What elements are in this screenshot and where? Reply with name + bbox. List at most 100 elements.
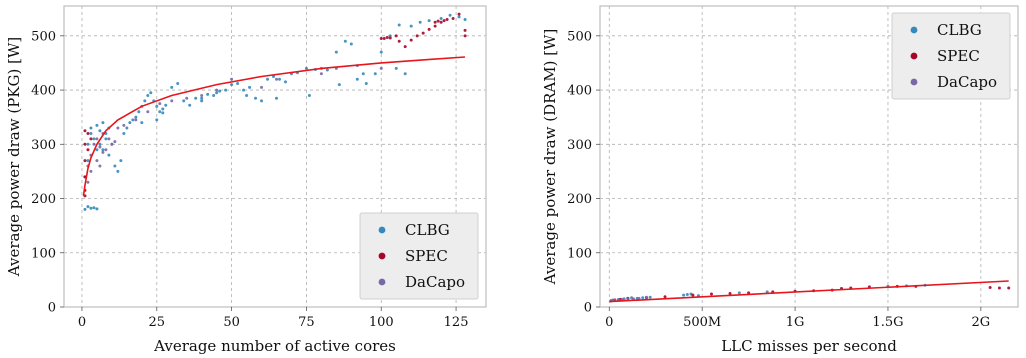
data-point — [388, 34, 392, 38]
data-point — [215, 88, 219, 92]
x-tick-label: 1.5G — [872, 315, 903, 330]
data-point — [442, 19, 446, 23]
data-point — [158, 102, 162, 106]
data-point — [691, 293, 695, 297]
data-point — [463, 34, 467, 38]
x-tick-label: 50 — [223, 315, 240, 330]
data-point — [155, 118, 159, 122]
legend-label-spec: SPEC — [405, 247, 448, 265]
x-tick-label: 500M — [683, 315, 721, 330]
data-point — [122, 131, 126, 135]
legend-label-dacapo: DaCapo — [937, 73, 997, 91]
data-point — [409, 38, 413, 42]
data-point — [89, 137, 93, 141]
data-point — [728, 291, 732, 295]
data-point — [200, 99, 204, 103]
y-tick-label: 100 — [31, 246, 56, 261]
data-point — [86, 205, 90, 209]
x-tick-label: 125 — [444, 315, 469, 330]
data-point — [89, 169, 93, 173]
data-point — [101, 148, 105, 152]
data-point — [274, 96, 278, 100]
data-point — [119, 159, 123, 163]
data-point — [104, 148, 108, 152]
legend-marker-clbg — [910, 26, 918, 34]
data-point — [200, 96, 204, 100]
y-tick-label: 500 — [567, 29, 592, 44]
data-point — [409, 24, 413, 28]
data-point — [626, 297, 630, 301]
data-point — [433, 24, 437, 28]
data-point — [86, 148, 90, 152]
x-tick-label: 75 — [298, 315, 315, 330]
data-point — [83, 142, 87, 146]
data-point — [427, 27, 431, 31]
data-point — [125, 126, 129, 130]
axes-frame — [599, 5, 1019, 308]
data-point — [98, 129, 102, 133]
data-point — [215, 91, 219, 95]
data-point — [445, 18, 449, 22]
data-point — [92, 142, 96, 146]
data-point — [397, 23, 401, 27]
data-point — [194, 96, 198, 100]
data-point — [245, 93, 249, 97]
x-tick-label: 25 — [149, 315, 166, 330]
data-point — [737, 291, 741, 295]
x-axis-label: Average number of active cores — [153, 337, 396, 355]
data-point — [682, 293, 686, 297]
y-tick-label: 200 — [31, 192, 56, 207]
data-point — [86, 180, 90, 184]
x-tick-label: 100 — [369, 315, 394, 330]
legend-marker-spec — [378, 252, 386, 260]
data-point — [709, 292, 713, 296]
data-point — [224, 88, 228, 92]
data-point — [86, 131, 90, 135]
data-point — [637, 296, 641, 300]
data-point — [134, 115, 138, 119]
data-point — [361, 72, 365, 76]
data-point — [218, 89, 222, 93]
data-point — [260, 85, 264, 89]
data-point — [212, 93, 216, 97]
data-point — [266, 77, 270, 81]
data-point — [355, 77, 359, 81]
data-point — [385, 35, 389, 39]
data-point — [349, 42, 353, 46]
data-point — [131, 118, 135, 122]
y-tick-label: 400 — [31, 84, 56, 99]
data-point — [415, 34, 419, 38]
data-point — [95, 137, 99, 141]
data-point — [254, 96, 258, 100]
data-point — [110, 142, 114, 146]
data-point — [274, 77, 278, 81]
data-point — [146, 110, 150, 114]
y-tick-label: 500 — [31, 29, 56, 44]
data-point — [427, 19, 431, 23]
data-point — [104, 137, 108, 141]
data-point — [95, 207, 99, 211]
data-point — [364, 82, 368, 86]
data-point — [113, 164, 117, 168]
data-point — [457, 15, 461, 19]
data-point — [230, 83, 234, 87]
data-point — [337, 83, 341, 87]
data-point — [325, 68, 329, 72]
data-point — [161, 111, 165, 115]
data-point — [101, 150, 105, 154]
data-point — [92, 137, 96, 141]
data-point — [83, 129, 87, 133]
legend-label-clbg: CLBG — [937, 21, 982, 39]
data-point — [343, 39, 347, 43]
chart-2: 0 500M 1G 1.5G 2G 0 100 200 300 400 500 LLC misses … — [541, 5, 1019, 355]
data-point — [421, 31, 425, 35]
data-layer — [609, 280, 1011, 303]
data-point — [158, 110, 162, 114]
legend-box — [359, 212, 479, 300]
data-point — [334, 50, 338, 54]
data-point — [95, 148, 99, 152]
data-point — [382, 37, 386, 41]
data-point — [98, 164, 102, 168]
data-point — [648, 295, 652, 299]
legend-marker-dacapo — [910, 78, 918, 86]
